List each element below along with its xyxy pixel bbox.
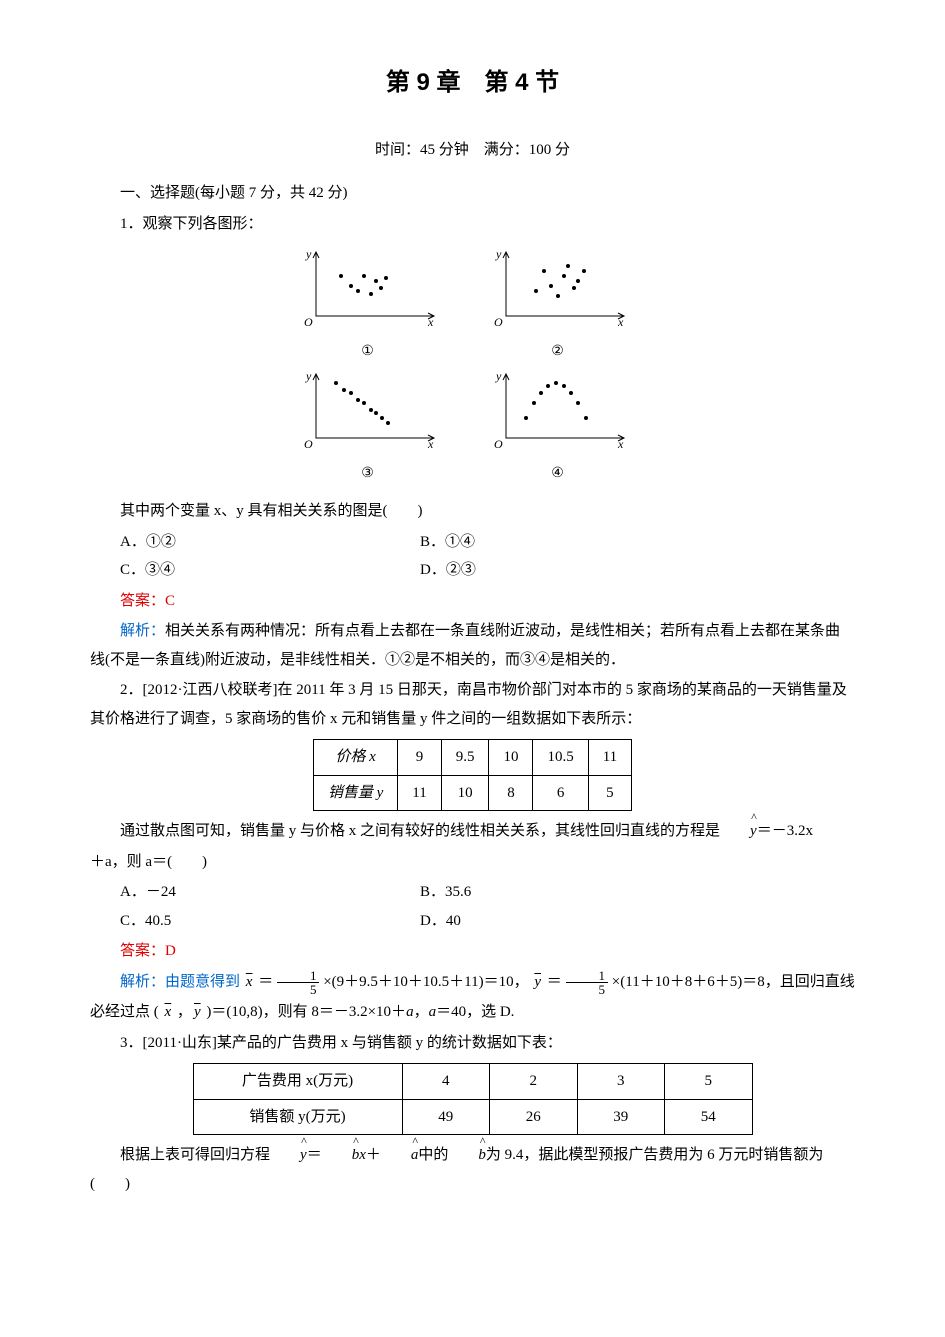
y-bar: y — [532, 974, 543, 990]
q2-optB: B．35.6 — [420, 878, 471, 907]
q1-optA: A．①② — [120, 528, 420, 557]
q1-optB: B．①④ — [420, 528, 475, 557]
scatter-3: y x O — [298, 370, 438, 450]
frac-1-5: 15 — [277, 969, 320, 996]
svg-text:y: y — [495, 370, 502, 383]
q1-post: 其中两个变量 x、y 具有相关关系的图是( ) — [90, 497, 855, 526]
q2-post: 通过散点图可知，销售量 y 与价格 x 之间有较好的线性相关关系，其线性回归直线… — [90, 817, 855, 846]
q2-optD: D．40 — [420, 907, 461, 936]
scatter-4: y x O — [488, 370, 628, 450]
q2-answer: 答案：D — [90, 937, 855, 966]
plot-1: yxO ① — [298, 248, 438, 365]
svg-text:y: y — [495, 248, 502, 261]
q2-optC: C．40.5 — [120, 907, 420, 936]
scatter-2: y x O — [488, 248, 628, 328]
q2-post2: ＋a，则 a＝( ) — [90, 848, 855, 877]
plot-4: yxO ④ — [488, 370, 628, 487]
q1-options-row1: A．①② B．①④ — [120, 528, 855, 557]
q1-optD: D．②③ — [420, 556, 476, 585]
q3-post: 根据上表可得回归方程y＝bx＋a中的b为 9.4，据此模型预报广告费用为 6 万… — [90, 1141, 855, 1198]
q1-explain: 解析：相关关系有两种情况：所有点看上去都在一条直线附近波动，是线性相关；若所有点… — [90, 617, 855, 674]
scatter-1: y x O — [298, 248, 438, 328]
svg-text:O: O — [494, 437, 503, 450]
svg-text:x: x — [617, 315, 624, 328]
q2-options-row1: A．－24 B．35.6 — [120, 878, 855, 907]
svg-text:O: O — [494, 315, 503, 328]
q1-answer: 答案：C — [90, 587, 855, 616]
q1-stem: 1．观察下列各图形： — [90, 210, 855, 239]
svg-text:O: O — [304, 437, 313, 450]
svg-text:y: y — [305, 248, 312, 261]
q2-stem: 2．[2012·江西八校联考]在 2011 年 3 月 15 日那天，南昌市物价… — [90, 676, 855, 733]
q1-optC: C．③④ — [120, 556, 420, 585]
q3-table: 广告费用 x(万元) 4 2 3 5 销售额 y(万元) 49 26 39 54 — [193, 1063, 753, 1135]
svg-text:x: x — [427, 315, 434, 328]
table-row: 销售量 y 11 10 8 6 5 — [313, 775, 631, 811]
page-title: 第 9 章 第 4 节 — [90, 60, 855, 106]
svg-text:x: x — [427, 437, 434, 450]
x-bar: x — [244, 974, 255, 990]
q3-stem: 3．[2011·山东]某产品的广告费用 x 与销售额 y 的统计数据如下表： — [90, 1029, 855, 1058]
table-row: 广告费用 x(万元) 4 2 3 5 — [193, 1064, 752, 1100]
page-subtitle: 时间：45 分钟 满分：100 分 — [90, 136, 855, 165]
q1-figures: yxO ① yxO ② yxO ③ yxO ④ — [90, 248, 855, 487]
q2-explain2: 必经过点 ( x ，y )＝(10,8)，则有 8＝－3.2×10＋a，a＝40… — [90, 998, 855, 1027]
plot-3: yxO ③ — [298, 370, 438, 487]
section-heading: 一、选择题(每小题 7 分，共 42 分) — [90, 179, 855, 208]
svg-text:O: O — [304, 315, 313, 328]
q2-optA: A．－24 — [120, 878, 420, 907]
svg-text:y: y — [305, 370, 312, 383]
table-row: 销售额 y(万元) 49 26 39 54 — [193, 1099, 752, 1135]
svg-text:x: x — [617, 437, 624, 450]
q2-table: 价格 x 9 9.5 10 10.5 11 销售量 y 11 10 8 6 5 — [313, 739, 632, 811]
q2-options-row2: C．40.5 D．40 — [120, 907, 855, 936]
plot-2: yxO ② — [488, 248, 628, 365]
frac-1-5b: 15 — [566, 969, 609, 996]
table-row: 价格 x 9 9.5 10 10.5 11 — [313, 740, 631, 776]
q1-options-row2: C．③④ D．②③ — [120, 556, 855, 585]
y-hat: y — [720, 817, 757, 846]
q2-explain: 解析：由题意得到 x ＝ 15 ×(9＋9.5＋10＋10.5＋11)＝10， … — [90, 968, 855, 997]
